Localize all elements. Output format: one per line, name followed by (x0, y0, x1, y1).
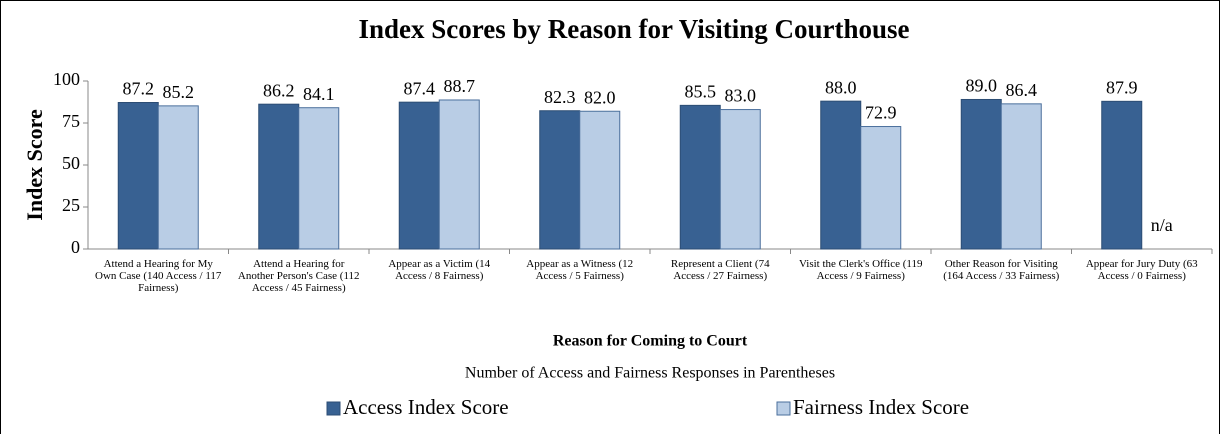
bar (157, 105, 199, 250)
data-label: 86.4 (1006, 80, 1038, 100)
y-tick-label: 0 (71, 237, 80, 257)
data-label: 88.7 (444, 76, 476, 96)
x-axis-subtitle: Number of Access and Fairness Responses … (465, 365, 835, 382)
data-label: n/a (1151, 215, 1173, 235)
bar (539, 110, 581, 250)
y-tick-label: 100 (53, 69, 80, 89)
bar (1101, 100, 1143, 250)
data-label: 82.3 (544, 87, 576, 107)
data-label: 87.2 (123, 79, 155, 99)
x-tick-label: Represent a Client (74 Access / 27 Fairn… (670, 258, 770, 282)
bar (579, 110, 621, 250)
y-tick-label: 50 (62, 153, 80, 173)
data-label: 86.2 (263, 80, 295, 100)
data-label: 87.9 (1106, 77, 1138, 97)
x-tick-label: Visit the Clerk's Office (119 Access / 9… (798, 258, 923, 282)
x-tick-label: Attend a Hearing for Another Person's Ca… (237, 258, 360, 294)
bar (820, 100, 862, 250)
chart-title: Index Scores by Reason for Visiting Cour… (358, 14, 909, 44)
bar (438, 99, 480, 250)
data-label: 85.5 (685, 81, 717, 101)
x-tick-label: Appear as a Victim (14 Access / 8 Fairne… (388, 258, 491, 282)
x-axis-title: Reason for Coming to Court (553, 333, 748, 350)
data-label: 85.2 (163, 82, 195, 102)
bar (298, 107, 340, 250)
bar (860, 126, 902, 250)
data-label: 89.0 (966, 76, 998, 96)
x-tick-label: Other Reason for Visiting (164 Access / … (943, 258, 1060, 282)
x-tick-label: Attend a Hearing for My Own Case (140 Ac… (95, 258, 222, 294)
bar (117, 102, 159, 250)
bar (679, 104, 721, 250)
x-tick-label: Appear as a Witness (12 Access / 5 Fairn… (526, 258, 634, 282)
legend-label: Fairness Index Score (793, 395, 969, 419)
y-axis-title: Index Score (22, 109, 47, 221)
data-label: 83.0 (725, 86, 757, 106)
legend-swatch (326, 401, 341, 416)
bar (258, 103, 300, 250)
y-tick-label: 75 (62, 111, 80, 131)
legend-swatch (776, 401, 791, 416)
legend-label: Access Index Score (343, 395, 509, 419)
x-tick-label: Appear for Jury Duty (63 Access / 0 Fair… (1085, 258, 1198, 282)
bar (398, 101, 440, 250)
bar (719, 109, 761, 250)
data-label: 88.0 (825, 77, 857, 97)
bar (1000, 103, 1042, 250)
data-label: 87.4 (404, 78, 436, 98)
bar (960, 98, 1002, 250)
data-label: 84.1 (303, 84, 335, 104)
y-tick-label: 25 (62, 195, 80, 215)
data-label: 72.9 (865, 103, 897, 123)
data-label: 82.0 (584, 87, 616, 107)
